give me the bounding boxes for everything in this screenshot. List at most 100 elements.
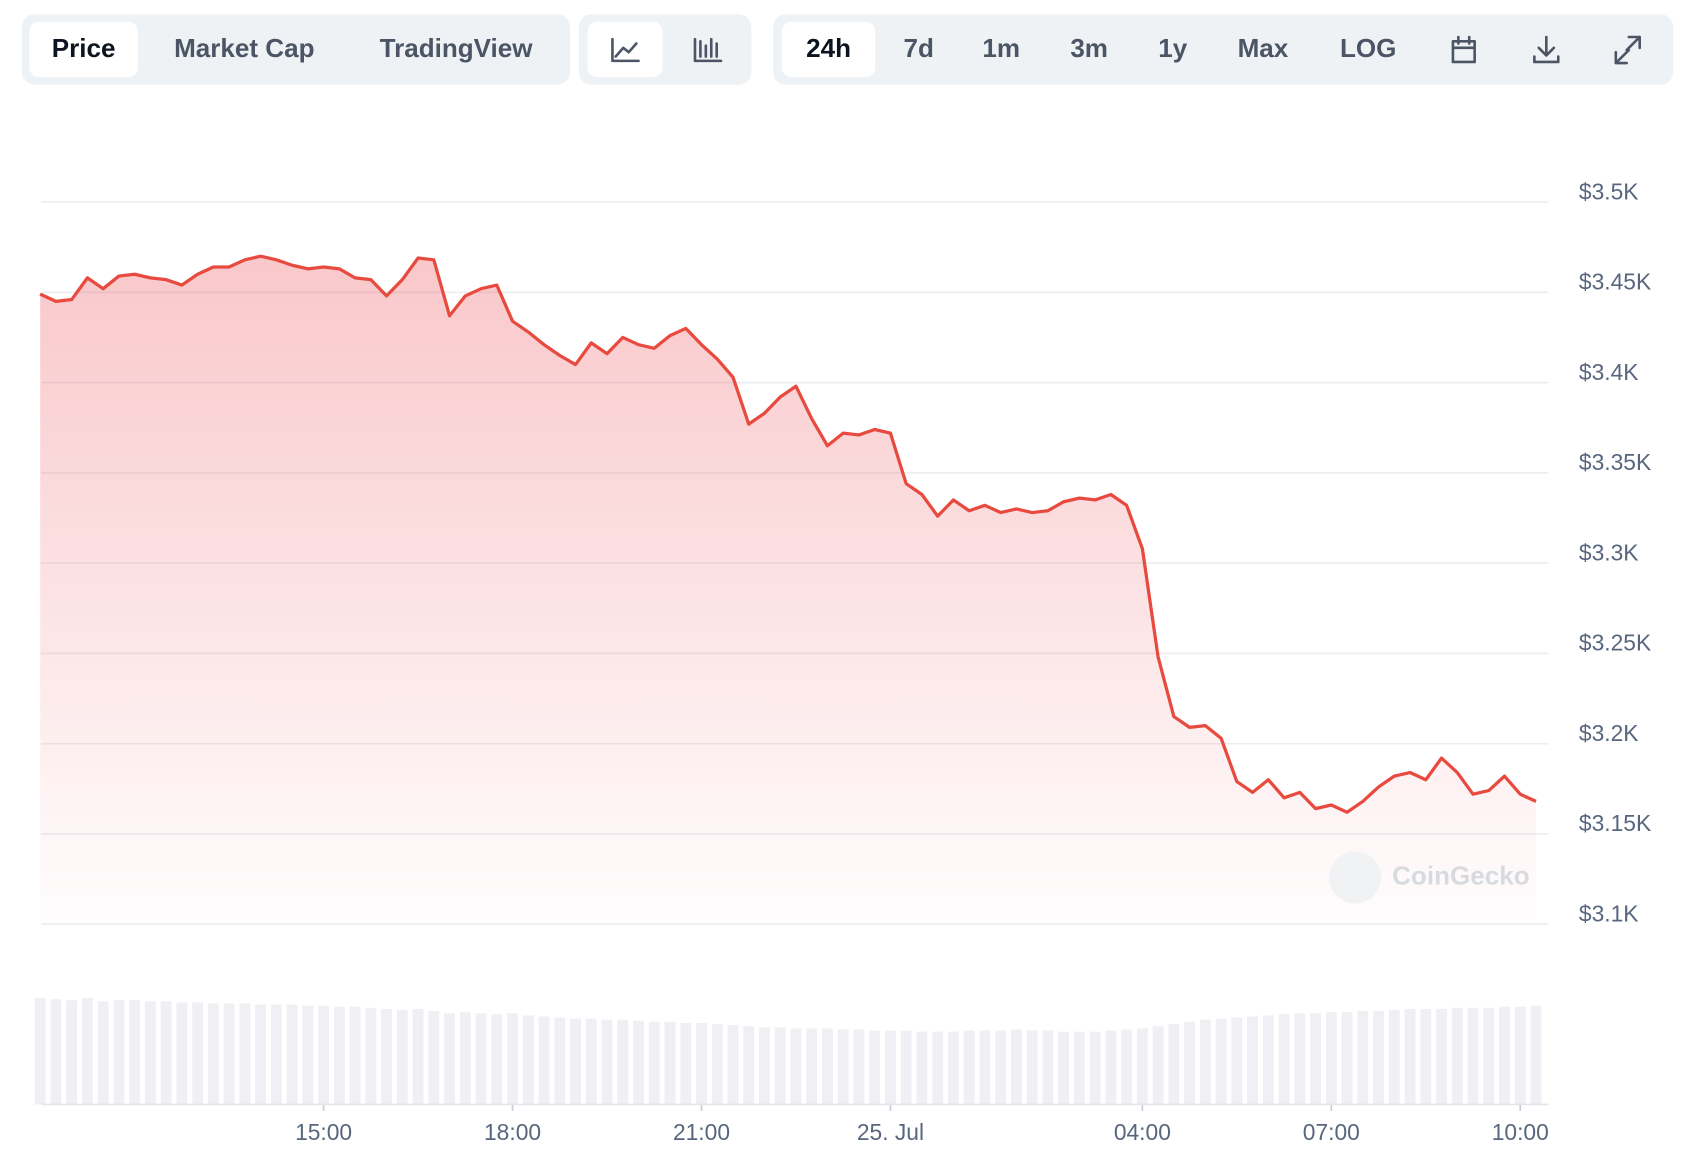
volume-bar — [333, 1006, 345, 1105]
volume-bar — [932, 1031, 944, 1105]
volume-bar — [50, 999, 62, 1105]
volume-bar — [286, 1004, 298, 1105]
volume-bar — [837, 1029, 849, 1105]
volume-bar — [176, 1002, 188, 1105]
volume-bar — [1420, 1008, 1432, 1105]
volume-bar — [1483, 1007, 1495, 1105]
volume-bar — [1499, 1006, 1510, 1105]
volume-bar — [554, 1017, 566, 1105]
range[interactable]: 24h — [806, 33, 851, 63]
volume-bar — [1294, 1013, 1306, 1105]
volume-bar — [601, 1019, 613, 1105]
volume-bar — [1310, 1013, 1321, 1105]
volume-bar — [806, 1028, 818, 1105]
volume-bar — [1199, 1019, 1211, 1105]
x-tick-label: 18:00 — [484, 1119, 541, 1145]
range-active[interactable] — [781, 21, 876, 78]
volume-bar — [1089, 1031, 1101, 1105]
tab-active[interactable] — [29, 21, 138, 78]
y-tick-label: $3.35K — [1579, 449, 1651, 475]
range[interactable]: 1m — [982, 33, 1020, 63]
volume-bar — [743, 1026, 755, 1105]
volume-bar — [617, 1019, 629, 1105]
range[interactable]: LOG — [1340, 33, 1396, 63]
volume-bar — [947, 1031, 959, 1105]
volume-bar — [66, 1000, 78, 1105]
y-tick-label: $3.2K — [1579, 720, 1639, 746]
volume-bar — [522, 1015, 534, 1105]
fullscreen-icon[interactable] — [1614, 35, 1642, 65]
range[interactable]: 3m — [1070, 33, 1108, 63]
volume-bar — [507, 1013, 518, 1105]
plot: $3.1K $3.15K $3.2K $3.25K $3.3K $3.35K $3.4K $3… — [34, 178, 1651, 1145]
volume-bar — [239, 1003, 251, 1105]
volume-bar — [963, 1030, 975, 1105]
y-tick-label: $3.15K — [1579, 810, 1651, 836]
volume-bar — [916, 1031, 928, 1105]
volume-bar — [633, 1020, 644, 1105]
tab[interactable]: Market Cap — [174, 33, 314, 63]
x-tick-label: 10:00 — [1492, 1119, 1549, 1145]
volume-bar — [585, 1018, 597, 1105]
volume-bar — [302, 1005, 314, 1105]
toolbar: Price Market Cap TradingView 24h 7d 1m 3… — [21, 14, 1674, 85]
candle-icon[interactable] — [693, 37, 723, 63]
volume-bar — [853, 1029, 865, 1105]
volume-bar — [1467, 1007, 1479, 1105]
volume-bar — [1404, 1008, 1416, 1105]
volume-bar — [97, 1001, 109, 1105]
calendar-icon[interactable] — [1451, 35, 1476, 64]
volume-bar — [759, 1027, 770, 1105]
tab[interactable]: Price — [52, 33, 116, 63]
volume-bar — [1278, 1014, 1290, 1105]
volume-bar — [1042, 1030, 1054, 1105]
volume-bar — [1105, 1030, 1117, 1105]
volume-bar — [270, 1004, 282, 1105]
volume-bar — [1373, 1011, 1384, 1105]
line-icon — [611, 37, 640, 63]
volume-bar — [475, 1013, 487, 1105]
volume-bar — [979, 1030, 991, 1105]
volume-bar — [192, 1002, 204, 1105]
y-tick-label: $3.3K — [1579, 539, 1639, 565]
tab-group — [21, 14, 571, 85]
range[interactable]: 1y — [1158, 33, 1187, 63]
volume-bar — [711, 1024, 723, 1105]
volume-bar — [774, 1027, 786, 1105]
range[interactable]: 7d — [903, 33, 933, 63]
volume-bar — [680, 1022, 692, 1105]
volume-bar — [1262, 1015, 1274, 1105]
volume-bar — [129, 1000, 141, 1105]
volume-bar — [1152, 1026, 1164, 1105]
volume-bar — [648, 1021, 660, 1105]
y-tick-label: $3.1K — [1579, 900, 1639, 926]
x-tick-label: 07:00 — [1303, 1119, 1360, 1145]
volume-bar — [1184, 1021, 1196, 1105]
range[interactable]: Max — [1238, 33, 1289, 63]
volume-bar — [1357, 1011, 1369, 1105]
y-tick-label: $3.4K — [1579, 359, 1639, 385]
volume-bar — [696, 1022, 707, 1105]
volume-bar — [727, 1025, 739, 1105]
download-icon[interactable] — [1533, 35, 1560, 64]
volume-bar — [1058, 1031, 1070, 1105]
volume-bar — [1215, 1018, 1227, 1105]
volume-bar — [160, 1001, 172, 1105]
volume-bar — [144, 1001, 156, 1105]
watermark: CoinGecko — [1329, 851, 1530, 904]
watermark-logo — [1329, 851, 1382, 904]
volume-bar — [1026, 1030, 1038, 1105]
volume-bar — [349, 1006, 361, 1105]
y-tick-label: $3.45K — [1579, 269, 1651, 295]
volume-bar — [790, 1028, 802, 1105]
volume-bar — [365, 1007, 377, 1105]
watermark-text: CoinGecko — [1392, 860, 1530, 890]
volume-bar — [1121, 1029, 1133, 1105]
volume-bar — [491, 1014, 503, 1105]
tab[interactable]: TradingView — [380, 33, 534, 63]
volume-bar — [255, 1004, 267, 1105]
volume-bar — [822, 1028, 833, 1105]
volume-bar — [570, 1018, 581, 1105]
volume-bar — [396, 1009, 408, 1105]
